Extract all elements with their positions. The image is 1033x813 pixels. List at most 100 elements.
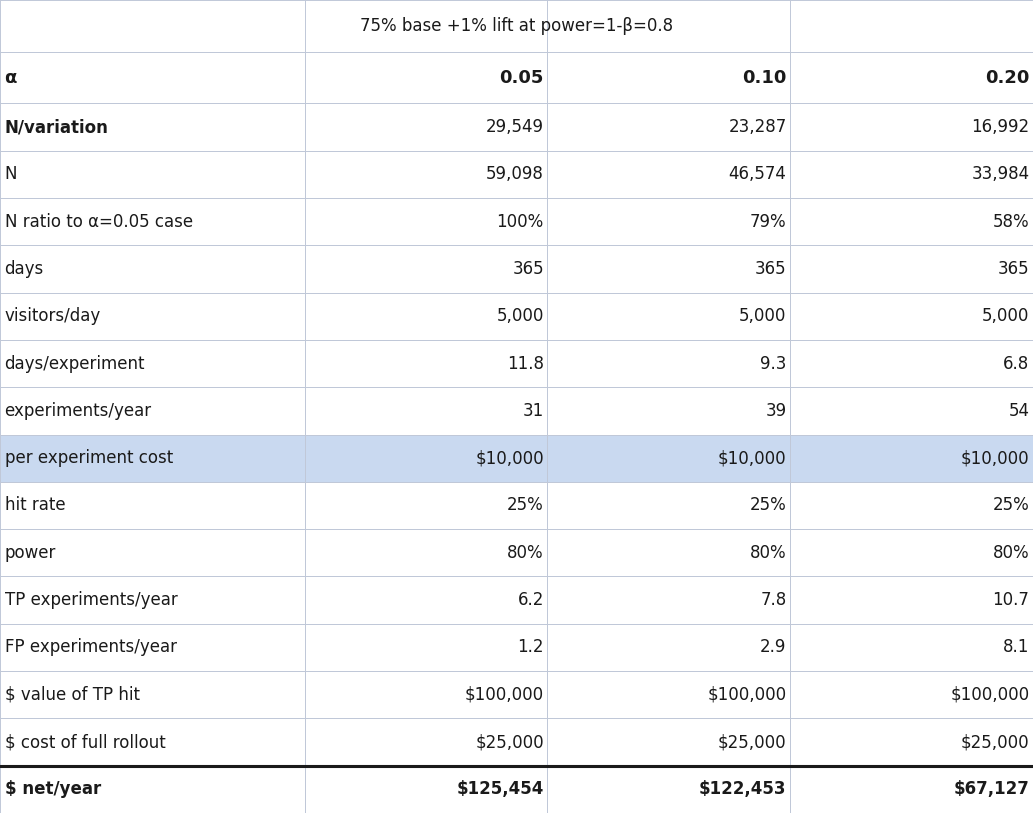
Bar bbox=[790, 103, 1033, 150]
Bar bbox=[547, 576, 790, 624]
Bar bbox=[305, 671, 547, 719]
Bar bbox=[547, 766, 790, 813]
Text: 365: 365 bbox=[998, 260, 1029, 278]
Bar bbox=[305, 434, 547, 482]
Text: N ratio to α=0.05 case: N ratio to α=0.05 case bbox=[4, 213, 193, 231]
Text: 46,574: 46,574 bbox=[728, 165, 786, 184]
Bar bbox=[790, 719, 1033, 766]
Text: power: power bbox=[4, 544, 56, 562]
Text: 365: 365 bbox=[512, 260, 543, 278]
Text: 5,000: 5,000 bbox=[740, 307, 786, 325]
Bar bbox=[0, 0, 1033, 52]
Text: 80%: 80% bbox=[750, 544, 786, 562]
Text: 0.05: 0.05 bbox=[500, 68, 543, 86]
Bar bbox=[0, 246, 305, 293]
Bar bbox=[0, 719, 305, 766]
Bar bbox=[0, 482, 305, 529]
Text: 365: 365 bbox=[755, 260, 786, 278]
Bar bbox=[547, 387, 790, 434]
Bar bbox=[305, 529, 547, 576]
Bar bbox=[790, 340, 1033, 387]
Text: 58%: 58% bbox=[993, 213, 1029, 231]
Bar bbox=[547, 624, 790, 671]
Text: $67,127: $67,127 bbox=[953, 780, 1029, 798]
Text: hit rate: hit rate bbox=[4, 497, 65, 515]
Text: $25,000: $25,000 bbox=[961, 733, 1029, 751]
Text: 5,000: 5,000 bbox=[497, 307, 543, 325]
Text: 7.8: 7.8 bbox=[760, 591, 786, 609]
Bar bbox=[790, 529, 1033, 576]
Bar bbox=[305, 246, 547, 293]
Text: 80%: 80% bbox=[507, 544, 543, 562]
Text: 6.8: 6.8 bbox=[1003, 354, 1029, 372]
Text: $10,000: $10,000 bbox=[961, 450, 1029, 467]
Text: visitors/day: visitors/day bbox=[4, 307, 101, 325]
Bar bbox=[547, 246, 790, 293]
Text: $122,453: $122,453 bbox=[699, 780, 786, 798]
Text: $125,454: $125,454 bbox=[457, 780, 543, 798]
Text: TP experiments/year: TP experiments/year bbox=[4, 591, 178, 609]
Bar bbox=[0, 529, 305, 576]
Text: 16,992: 16,992 bbox=[971, 118, 1029, 136]
Text: 100%: 100% bbox=[497, 213, 543, 231]
Text: 23,287: 23,287 bbox=[728, 118, 786, 136]
Bar bbox=[0, 387, 305, 434]
Text: 25%: 25% bbox=[507, 497, 543, 515]
Bar bbox=[0, 150, 305, 198]
Text: $25,000: $25,000 bbox=[475, 733, 543, 751]
Bar bbox=[547, 434, 790, 482]
Bar bbox=[0, 198, 305, 246]
Text: 59,098: 59,098 bbox=[486, 165, 543, 184]
Text: 5,000: 5,000 bbox=[982, 307, 1029, 325]
Bar bbox=[790, 576, 1033, 624]
Bar bbox=[0, 293, 305, 340]
Bar bbox=[790, 246, 1033, 293]
Bar bbox=[0, 52, 305, 103]
Text: FP experiments/year: FP experiments/year bbox=[4, 638, 177, 656]
Text: 31: 31 bbox=[523, 402, 543, 420]
Bar bbox=[305, 482, 547, 529]
Text: 10.7: 10.7 bbox=[993, 591, 1029, 609]
Bar bbox=[0, 766, 305, 813]
Text: 75% base +1% lift at power=1-β=0.8: 75% base +1% lift at power=1-β=0.8 bbox=[359, 17, 674, 35]
Text: 80%: 80% bbox=[993, 544, 1029, 562]
Text: 25%: 25% bbox=[750, 497, 786, 515]
Bar bbox=[547, 103, 790, 150]
Text: 9.3: 9.3 bbox=[760, 354, 786, 372]
Bar bbox=[790, 766, 1033, 813]
Bar bbox=[547, 719, 790, 766]
Text: $10,000: $10,000 bbox=[718, 450, 786, 467]
Bar bbox=[0, 103, 305, 150]
Bar bbox=[547, 529, 790, 576]
Bar bbox=[790, 482, 1033, 529]
Bar bbox=[305, 766, 547, 813]
Text: 79%: 79% bbox=[750, 213, 786, 231]
Bar bbox=[305, 576, 547, 624]
Text: 25%: 25% bbox=[993, 497, 1029, 515]
Text: 54: 54 bbox=[1008, 402, 1029, 420]
Bar bbox=[547, 293, 790, 340]
Bar bbox=[547, 198, 790, 246]
Text: $ value of TP hit: $ value of TP hit bbox=[4, 685, 139, 704]
Bar bbox=[790, 434, 1033, 482]
Bar bbox=[547, 52, 790, 103]
Text: $25,000: $25,000 bbox=[718, 733, 786, 751]
Text: 39: 39 bbox=[765, 402, 786, 420]
Bar bbox=[305, 198, 547, 246]
Bar bbox=[790, 198, 1033, 246]
Bar bbox=[547, 340, 790, 387]
Bar bbox=[547, 482, 790, 529]
Text: 0.20: 0.20 bbox=[985, 68, 1029, 86]
Text: $100,000: $100,000 bbox=[465, 685, 543, 704]
Bar bbox=[0, 671, 305, 719]
Bar bbox=[0, 434, 305, 482]
Text: $100,000: $100,000 bbox=[708, 685, 786, 704]
Text: $ net/year: $ net/year bbox=[4, 780, 101, 798]
Bar bbox=[547, 671, 790, 719]
Bar bbox=[305, 150, 547, 198]
Bar bbox=[790, 293, 1033, 340]
Text: $100,000: $100,000 bbox=[950, 685, 1029, 704]
Text: 11.8: 11.8 bbox=[507, 354, 543, 372]
Bar bbox=[0, 340, 305, 387]
Bar bbox=[305, 52, 547, 103]
